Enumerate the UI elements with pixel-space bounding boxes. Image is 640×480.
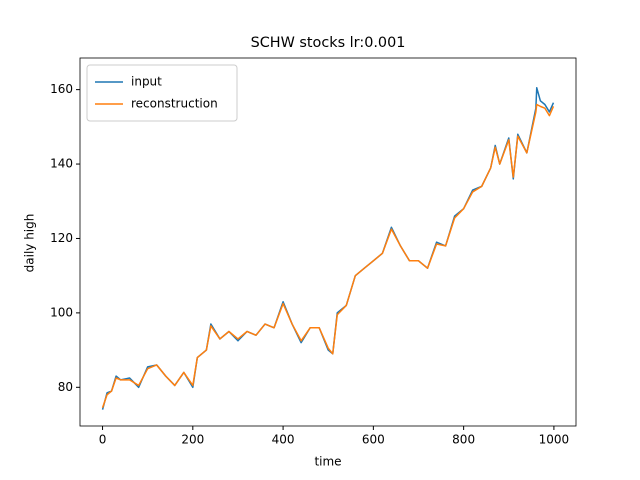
x-tick-label: 0 — [99, 433, 107, 447]
legend-label: input — [131, 75, 162, 89]
legend-label: reconstruction — [131, 97, 218, 111]
y-tick-label: 140 — [50, 157, 73, 171]
legend-box — [86, 64, 238, 122]
y-tick-label: 120 — [50, 231, 73, 245]
x-axis-label: time — [314, 455, 341, 469]
y-tick-label: 80 — [58, 380, 73, 394]
x-tick-label: 200 — [181, 433, 204, 447]
data-line — [101, 103, 555, 409]
y-axis-label: daily high — [23, 214, 37, 273]
x-tick-label: 400 — [272, 433, 295, 447]
x-tick-label: 600 — [362, 433, 385, 447]
x-tick-label: 800 — [452, 433, 475, 447]
chart-title: SCHW stocks lr:0.001 — [251, 35, 406, 51]
y-tick-label: 160 — [50, 82, 73, 96]
y-tick-label: 100 — [50, 305, 73, 319]
plot-frame — [79, 57, 577, 427]
x-tick-label: 1000 — [539, 433, 570, 447]
